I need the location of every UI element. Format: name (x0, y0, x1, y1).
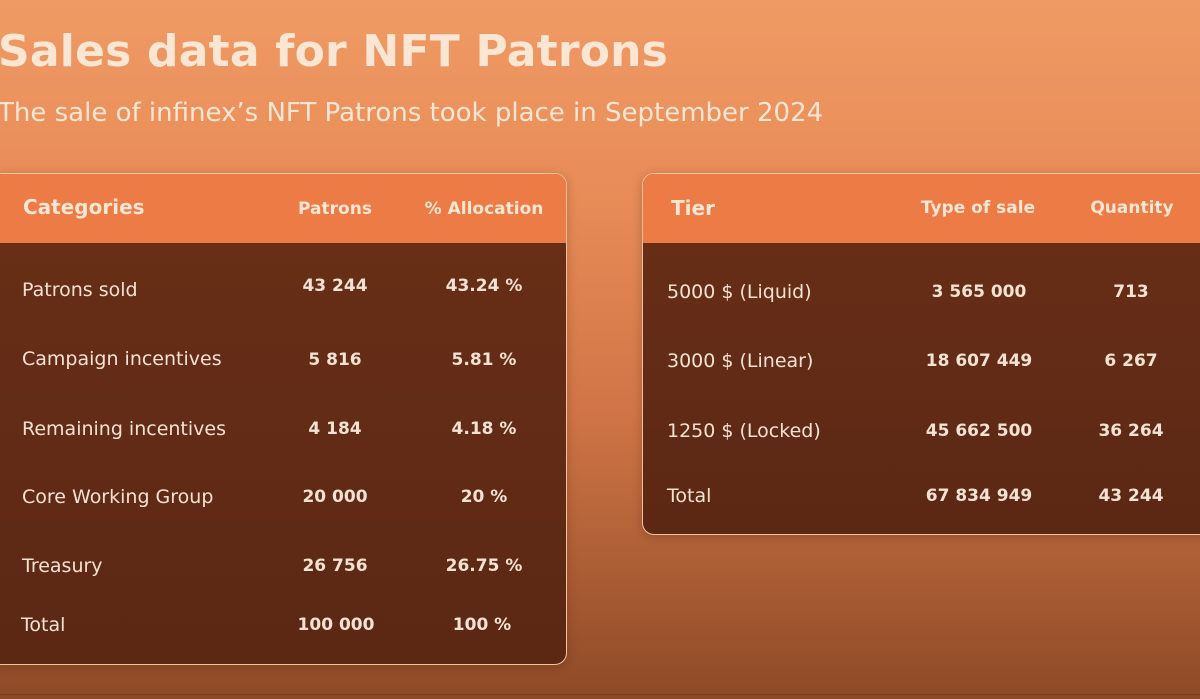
tier-label: 5000 $ (Liquid) (667, 281, 812, 303)
row-label: Treasury (22, 555, 103, 577)
column-header-patrons: Patrons (298, 199, 372, 219)
patrons-value: 20 000 (302, 487, 368, 507)
column-header-type-of-sale: Type of sale (920, 198, 1036, 218)
allocation-value: 100 % (452, 615, 512, 635)
row-label: Campaign incentives (22, 348, 222, 370)
row-label: Patrons sold (22, 279, 138, 301)
quantity-value: 36 264 (1098, 421, 1164, 441)
tier-label: 3000 $ (Linear) (667, 350, 814, 372)
column-header-allocation: % Allocation (424, 199, 544, 219)
allocation-value: 43.24 % (445, 276, 523, 296)
allocation-value: 20 % (460, 487, 508, 507)
quantity-value: 43 244 (1098, 486, 1164, 506)
column-header-categories: Categories (23, 195, 145, 219)
page-subtitle: The sale of infinex’s NFT Patrons took p… (0, 98, 824, 128)
categories-table: Categories Patrons % Allocation Patrons … (0, 173, 567, 665)
categories-table-header: Categories Patrons % Allocation (0, 174, 566, 243)
allocation-value: 4.18 % (451, 419, 517, 439)
sale-value: 3 565 000 (931, 282, 1027, 302)
patrons-value: 5 816 (308, 350, 362, 370)
tier-label: Total (667, 485, 712, 507)
allocation-value: 26.75 % (445, 556, 523, 576)
sale-value: 45 662 500 (925, 421, 1033, 441)
sale-value: 67 834 949 (925, 486, 1033, 506)
patrons-value: 4 184 (308, 419, 362, 439)
column-header-tier: Tier (671, 196, 715, 220)
row-label: Total (21, 614, 66, 636)
patrons-value: 100 000 (297, 615, 375, 635)
sale-value: 18 607 449 (925, 351, 1033, 371)
quantity-value: 6 267 (1104, 351, 1158, 371)
tier-table-header: Tier Type of sale Quantity (643, 174, 1200, 243)
quantity-value: 713 (1113, 282, 1149, 302)
row-label: Remaining incentives (22, 418, 226, 440)
tier-table: Tier Type of sale Quantity 5000 $ (Liqui… (642, 173, 1200, 535)
patrons-value: 43 244 (302, 276, 368, 296)
bottom-divider (0, 694, 1200, 695)
row-label: Core Working Group (22, 486, 214, 508)
patrons-value: 26 756 (302, 556, 368, 576)
page-title: Sales data for NFT Patrons (0, 26, 669, 77)
allocation-value: 5.81 % (451, 350, 517, 370)
tier-label: 1250 $ (Locked) (667, 420, 821, 442)
column-header-quantity: Quantity (1090, 198, 1174, 218)
